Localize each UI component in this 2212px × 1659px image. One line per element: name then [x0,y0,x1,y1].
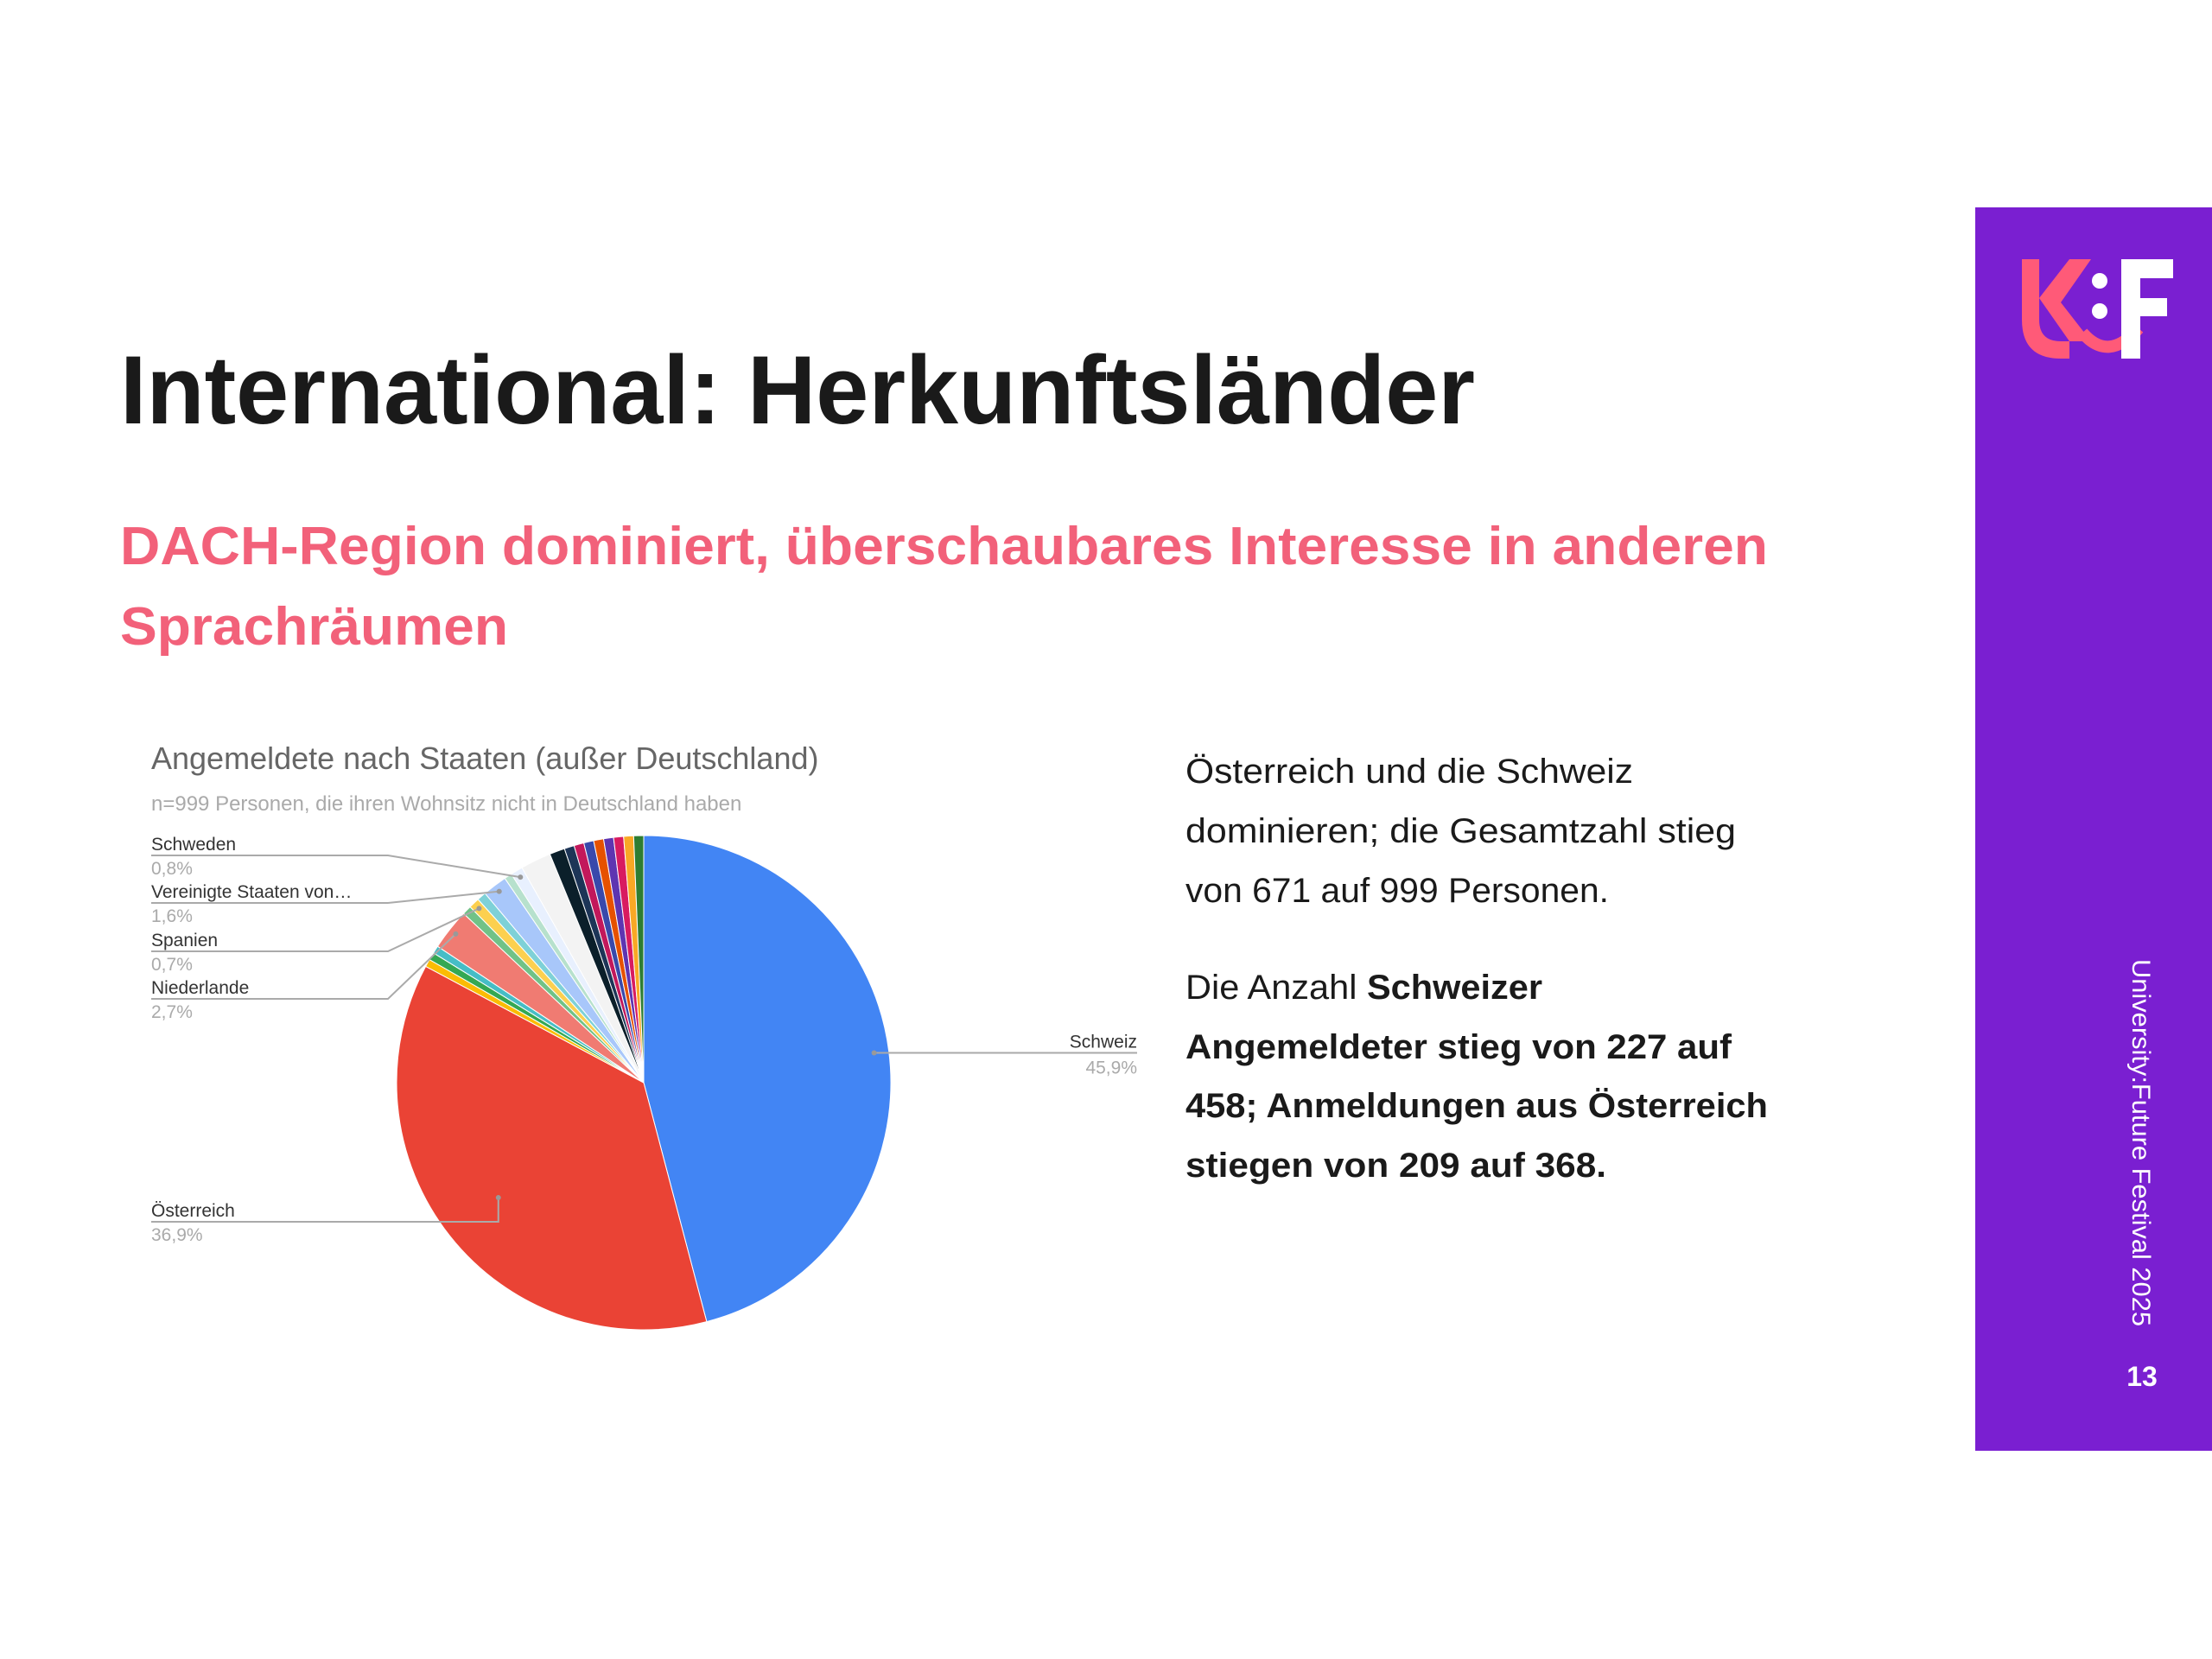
slice-label: Österreich [151,1201,235,1221]
slide-title: International: Herkunftsländer [120,336,1475,444]
paragraph-bold: 458; Anmeldungen aus Österreich [1185,1086,1768,1125]
leader-dot [518,874,524,880]
paragraph-line: Die Anzahl Schweizer [1185,969,1542,1007]
sidebar [1975,207,2212,1451]
pie-slice [643,835,892,1323]
chart-title: Angemeldete nach Staaten (außer Deutschl… [151,741,818,776]
chart-subtitle: n=999 Personen, die ihren Wohnsitz nicht… [151,792,741,816]
paragraph-line: dominieren; die Gesamtzahl stieg [1185,812,1736,850]
slice-label: Niederlande [151,978,249,998]
pie-slice [632,835,645,1084]
pie-slice [396,965,708,1331]
leader-dot [476,906,482,912]
paragraph-text: Die Anzahl [1185,969,1357,1007]
leader-dot [496,888,502,894]
slice-value-label: 1,6% [151,906,193,926]
slice-label: Schweden [151,835,236,855]
page-number: 13 [2126,1361,2158,1392]
slice-value-label: 0,8% [151,859,193,879]
slice-value-label: 36,9% [151,1225,203,1245]
slice-label: Schweiz [1070,1032,1137,1052]
slice-value-label: 45,9% [1085,1058,1137,1077]
paragraph-bold: Schweizer [1367,969,1542,1007]
slice-label: Vereinigte Staaten von… [151,882,352,902]
slide-subtitle: DACH-Region dominiert, überschaubares In… [120,517,1768,576]
leader-dot [495,1195,501,1201]
slide-subtitle: Sprachräumen [120,597,508,657]
leader-line [151,933,457,1000]
logo [2022,259,2173,359]
leader-dot [871,1050,877,1056]
paragraph-bold: stiegen von 209 auf 368. [1185,1147,1606,1185]
leader-line [151,855,521,879]
leader-line [151,890,499,904]
slice-label: Spanien [151,931,218,950]
leader-dot [453,931,459,937]
leader-line [151,907,480,952]
slice-value-label: 2,7% [151,1002,193,1022]
leader-line [151,1198,499,1223]
paragraph-line: Österreich und die Schweiz [1185,753,1633,791]
paragraph-bold: Angemeldeter stieg von 227 auf [1185,1028,1732,1066]
sidebar-footer: University:Future Festival 2025 [2126,959,2155,1326]
slice-value-label: 0,7% [151,955,193,975]
paragraph-line: von 671 auf 999 Personen. [1185,872,1609,910]
